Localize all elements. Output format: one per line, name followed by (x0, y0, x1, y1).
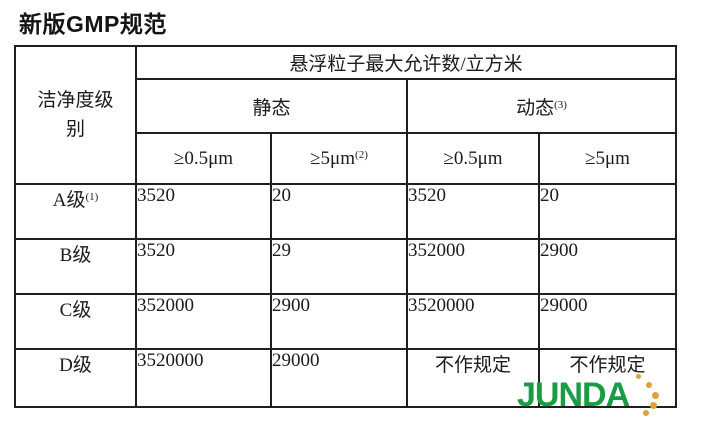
header-static-label: 静态 (252, 97, 291, 119)
gmp-particle-table: 洁净度级别 悬浮粒子最大允许数/立方米 静态 动态(3) ≥0.5μm ≥5μm… (14, 45, 678, 408)
header-static-5um: ≥5μm(2) (270, 132, 408, 185)
grade-label: A级 (52, 190, 86, 211)
grade-cell: A级(1) (14, 183, 137, 240)
footnote-marker: (2) (355, 148, 368, 161)
header-dynamic-05um: ≥0.5μm (406, 132, 540, 185)
header-dynamic-label: 动态 (516, 97, 555, 119)
value-cell: 352000 (406, 238, 540, 295)
header-dynamic: 动态(3) (405, 78, 678, 134)
grade-label: D级 (59, 355, 92, 376)
footnote-marker: (3) (554, 98, 567, 111)
grade-label: C级 (59, 300, 92, 321)
table-row-grade-c: C级 352000 2900 3520000 29000 (14, 293, 678, 350)
logo-dot-icon (650, 402, 657, 409)
header-cleanliness-level-label: 洁净度级别 (37, 89, 114, 140)
grade-label: B级 (59, 245, 92, 266)
value-cell: 352000 (135, 293, 272, 350)
subcol-label: ≥5μm (310, 147, 356, 169)
value-cell: 3520 (135, 238, 272, 295)
logo-dot-icon (643, 410, 649, 416)
table-row-grade-d: D级 3520000 29000 不作规定 不作规定 (14, 348, 678, 408)
value-cell: 3520 (135, 183, 272, 240)
value-cell: 29000 (537, 293, 678, 350)
value-cell: 不作规定 (406, 348, 540, 408)
logo-dot-icon (652, 392, 659, 399)
value-cell: 29000 (270, 348, 408, 408)
header-static: 静态 (135, 78, 408, 134)
junda-logo: JUNDA (517, 374, 707, 424)
logo-dot-icon (646, 382, 652, 388)
table-row-grade-b: B级 3520 29 352000 2900 (14, 238, 678, 295)
subcol-label: ≥0.5μm (443, 147, 503, 169)
value-cell: 3520000 (135, 348, 272, 408)
logo-dot-icon (636, 374, 641, 379)
footnote-marker: (1) (85, 191, 99, 203)
value-cell: 2900 (537, 238, 678, 295)
grade-cell: D级 (14, 348, 137, 408)
page-title: 新版GMP规范 (19, 11, 167, 37)
value-cell: 20 (270, 183, 408, 240)
value-cell: 20 (537, 183, 678, 240)
subcol-label: ≥5μm (585, 147, 630, 169)
grade-cell: B级 (14, 238, 137, 295)
header-cleanliness-level: 洁净度级别 (14, 45, 137, 185)
junda-logo-text: JUNDA (517, 376, 630, 414)
header-max-particles: 悬浮粒子最大允许数/立方米 (134, 45, 678, 80)
header-max-particles-label: 悬浮粒子最大允许数/立方米 (289, 54, 523, 75)
value-cell: 3520 (406, 183, 540, 240)
header-dynamic-5um: ≥5μm (537, 132, 678, 185)
subcol-label: ≥0.5μm (173, 147, 234, 169)
value-cell: 3520000 (406, 293, 540, 350)
grade-cell: C级 (14, 293, 137, 350)
header-static-05um: ≥0.5μm (135, 132, 272, 185)
value-cell: 29 (270, 238, 408, 295)
value-cell: 2900 (270, 293, 408, 350)
table-row-grade-a: A级(1) 3520 20 3520 20 (14, 183, 678, 240)
